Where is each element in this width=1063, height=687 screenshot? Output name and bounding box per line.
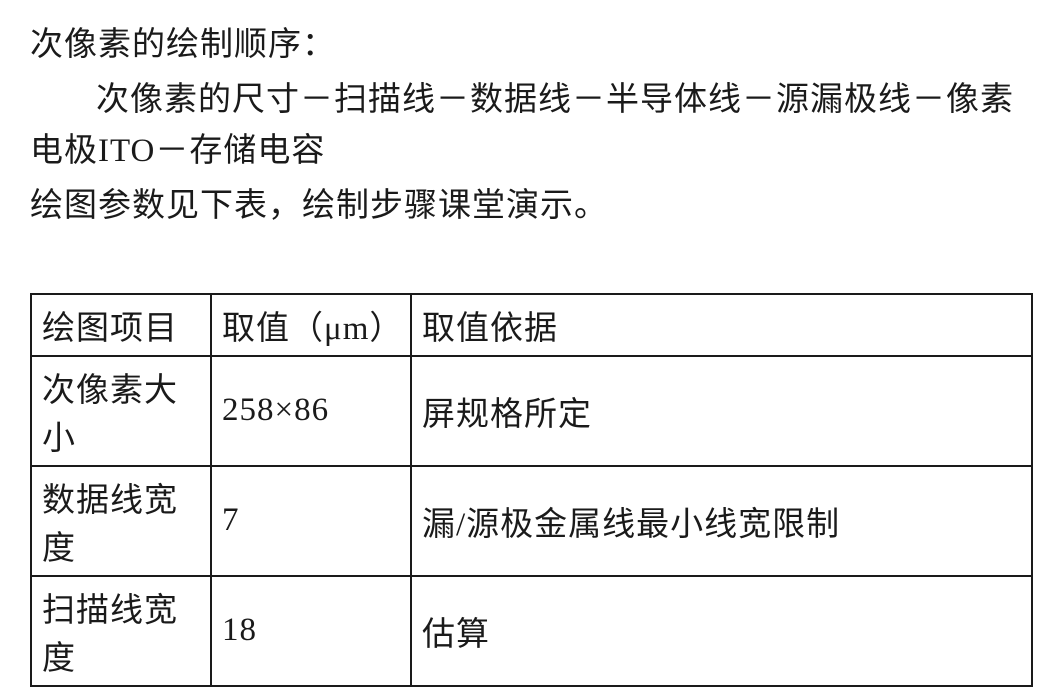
table-cell: 屏规格所定 [411, 356, 1032, 466]
paragraph-1: 次像素的绘制顺序： [30, 20, 1033, 71]
table-header-cell: 取值依据 [411, 294, 1032, 356]
table-cell: 18 [211, 576, 411, 686]
table-cell: 漏/源极金属线最小线宽限制 [411, 466, 1032, 576]
table-cell: 258×86 [211, 356, 411, 466]
table-header-cell: 绘图项目 [31, 294, 211, 356]
table-cell: 数据线宽度 [31, 466, 211, 576]
table-cell: 扫描线宽度 [31, 576, 211, 686]
table-row: 次像素大小 258×86 屏规格所定 [31, 356, 1032, 466]
paragraph-2: 次像素的尺寸－扫描线－数据线－半导体线－源漏极线－像素电极ITO－存储电容 [30, 75, 1033, 177]
table-header-cell: 取值（μm） [211, 294, 411, 356]
intro-text-block: 次像素的绘制顺序： 次像素的尺寸－扫描线－数据线－半导体线－源漏极线－像素电极I… [30, 20, 1033, 233]
paragraph-3: 绘图参数见下表，绘制步骤课堂演示。 [30, 181, 1033, 232]
table-cell: 次像素大小 [31, 356, 211, 466]
table-cell: 估算 [411, 576, 1032, 686]
table-cell: 7 [211, 466, 411, 576]
parameter-table: 绘图项目 取值（μm） 取值依据 次像素大小 258×86 屏规格所定 数据线宽… [30, 293, 1033, 687]
table-header-row: 绘图项目 取值（μm） 取值依据 [31, 294, 1032, 356]
table-row: 扫描线宽度 18 估算 [31, 576, 1032, 686]
table-row: 数据线宽度 7 漏/源极金属线最小线宽限制 [31, 466, 1032, 576]
